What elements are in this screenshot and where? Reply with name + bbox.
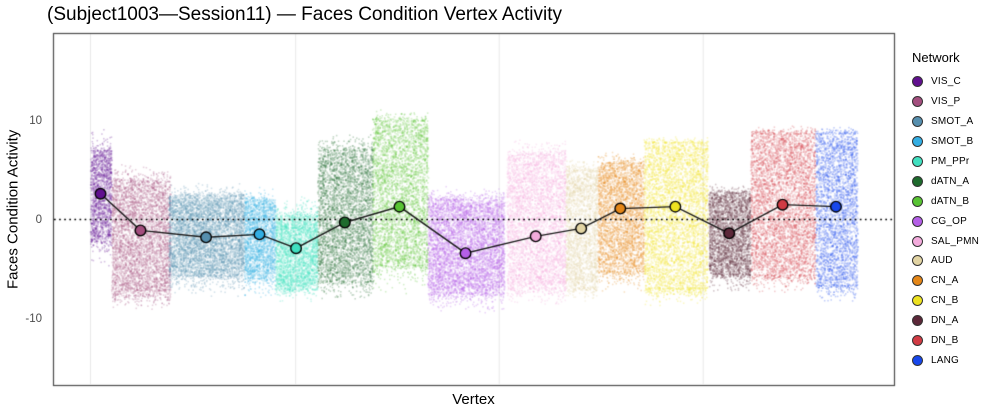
legend-items: VIS_C VIS_P SMOT_A SMOT_B PM_PPr dATN_A dATN_B… xyxy=(912,72,998,370)
y-tick-label: 0 xyxy=(35,213,42,226)
legend-item: DN_A xyxy=(912,311,998,331)
legend-item-label: CN_B xyxy=(931,295,959,307)
legend-color-dot-icon xyxy=(912,295,923,307)
legend-item: SMOT_A xyxy=(912,112,998,132)
legend-color-dot-icon xyxy=(912,156,923,167)
legend-item-label: dATN_B xyxy=(931,195,970,207)
legend-color-dot-icon xyxy=(912,96,923,108)
legend-item: CN_B xyxy=(912,291,998,311)
legend-item: dATN_A xyxy=(912,171,998,191)
legend-item: LANG xyxy=(912,350,998,370)
x-axis-label: Vertex xyxy=(452,391,495,408)
legend-title: Network xyxy=(912,50,960,65)
legend: Network VIS_C VIS_P SMOT_A SMOT_B PM_PPr dATN… xyxy=(912,50,998,370)
legend-item-label: VIS_C xyxy=(931,76,961,88)
legend-item-label: VIS_P xyxy=(931,96,961,108)
legend-item: PM_PPr xyxy=(912,152,998,172)
legend-item-label: LANG xyxy=(931,354,960,366)
legend-item: CN_A xyxy=(912,271,998,291)
y-axis-ticks: 10 0 -10 xyxy=(16,0,46,417)
legend-item: DN_B xyxy=(912,331,998,351)
legend-item: VIS_C xyxy=(912,72,998,92)
legend-color-dot-icon xyxy=(912,275,923,287)
legend-item: SAL_PMN xyxy=(912,231,998,251)
legend-item-label: DN_A xyxy=(931,315,959,327)
legend-item-label: CN_A xyxy=(931,275,959,287)
legend-color-dot-icon xyxy=(912,175,923,187)
legend-color-dot-icon xyxy=(912,235,923,247)
legend-item-label: DN_B xyxy=(931,335,959,347)
y-tick-label: 10 xyxy=(29,114,42,127)
legend-item-label: CG_OP xyxy=(931,215,968,227)
legend-color-dot-icon xyxy=(912,315,923,327)
chart-title: (Subject1003—Session11) — Faces Conditio… xyxy=(47,4,563,25)
legend-item-label: SMOT_B xyxy=(931,136,974,148)
legend-item: SMOT_B xyxy=(912,132,998,152)
legend-item-label: SAL_PMN xyxy=(931,235,980,247)
legend-item-label: SMOT_A xyxy=(931,116,974,128)
legend-color-dot-icon xyxy=(912,354,923,366)
legend-item: CG_OP xyxy=(912,211,998,231)
legend-item: AUD xyxy=(912,251,998,271)
legend-color-dot-icon xyxy=(912,255,923,267)
legend-item-label: AUD xyxy=(931,255,953,267)
legend-item-label: PM_PPr xyxy=(931,156,970,167)
legend-color-dot-icon xyxy=(912,195,923,207)
legend-color-dot-icon xyxy=(912,335,923,347)
legend-color-dot-icon xyxy=(912,136,923,148)
legend-item-label: dATN_A xyxy=(931,175,970,187)
legend-item: dATN_B xyxy=(912,191,998,211)
legend-color-dot-icon xyxy=(912,76,923,88)
legend-item: VIS_P xyxy=(912,92,998,112)
legend-color-dot-icon xyxy=(912,116,923,128)
y-tick-label: -10 xyxy=(25,312,42,325)
legend-color-dot-icon xyxy=(912,215,923,227)
